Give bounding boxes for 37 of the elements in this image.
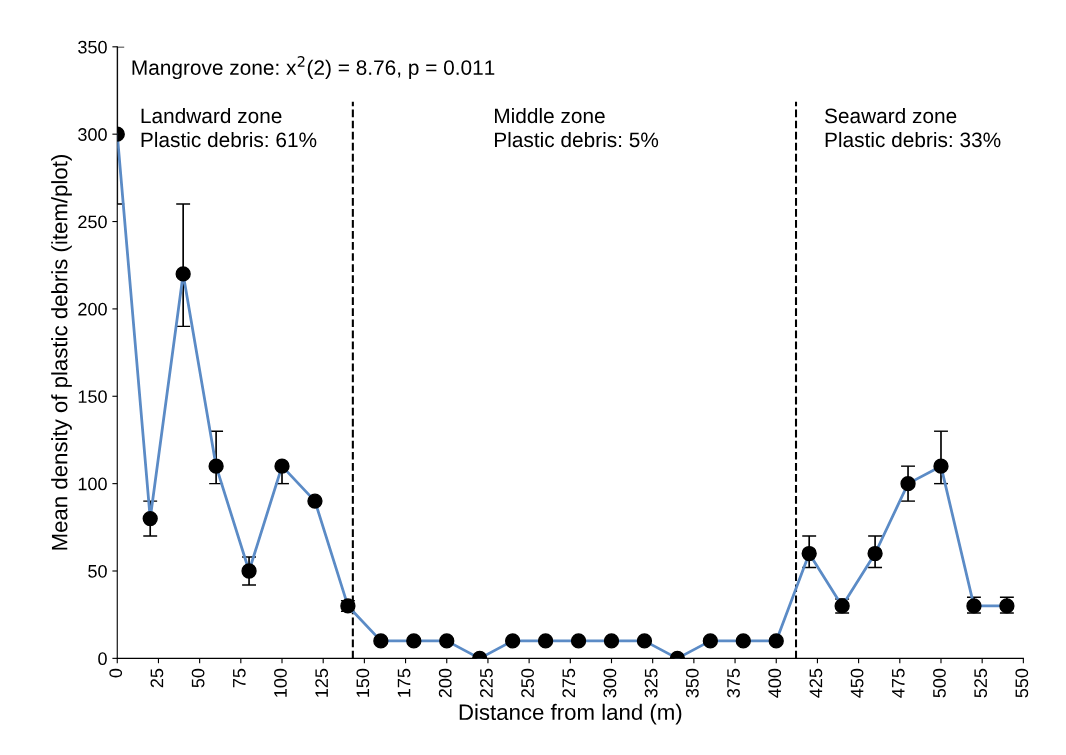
y-axis-title: Mean density of plastic debris (item/plot) (51, 155, 72, 550)
y-tick-label: 0 (98, 652, 107, 666)
x-tick-label: 0 (109, 668, 123, 678)
x-tick-label: 100 (274, 668, 287, 697)
x-tick-label: 375 (727, 668, 740, 698)
annotation: Mangrove zone: x$^{2}$(2) = 8.76, p = 0.011 (132, 55, 495, 80)
y-tick-label: 350 (78, 40, 107, 54)
x-tick-label: 475 (892, 668, 905, 698)
x-tick-label: 75 (233, 668, 246, 688)
x-tick-label: 325 (644, 668, 658, 698)
x-tick-label: 350 (685, 668, 699, 698)
x-tick-label: 400 (768, 668, 782, 698)
x-tick-label: 250 (521, 668, 534, 698)
annotation: Seaward zone Plastic debris: 33% (824, 107, 1001, 148)
y-tick-label: 50 (88, 564, 107, 578)
x-tick-label: 550 (1015, 668, 1029, 698)
x-tick-label: 175 (397, 668, 411, 697)
x-axis-title: Distance from land (m) (459, 703, 682, 725)
x-tick-label: 500 (933, 668, 946, 698)
x-tick-label: 450 (850, 668, 864, 698)
annotation: Landward zone Plastic debris: 61% (141, 107, 317, 148)
x-tick-label: 125 (315, 668, 329, 697)
x-tick-label: 525 (974, 668, 988, 698)
y-tick-label: 200 (78, 302, 107, 316)
x-tick-label: 275 (562, 668, 576, 698)
y-tick-label: 150 (78, 390, 107, 403)
y-tick-label: 300 (78, 128, 107, 141)
x-tick-label: 200 (438, 668, 452, 698)
annotation: Middle zone Plastic debris: 5% (495, 107, 659, 148)
x-tick-label: 150 (356, 668, 370, 697)
x-tick-label: 425 (809, 668, 823, 698)
x-tick-label: 300 (603, 668, 617, 698)
y-tick-label: 250 (78, 215, 107, 229)
y-tick-label: 100 (78, 477, 107, 491)
x-tick-label: 25 (150, 668, 164, 688)
x-tick-label: 50 (191, 668, 205, 688)
x-tick-label: 225 (480, 668, 493, 698)
